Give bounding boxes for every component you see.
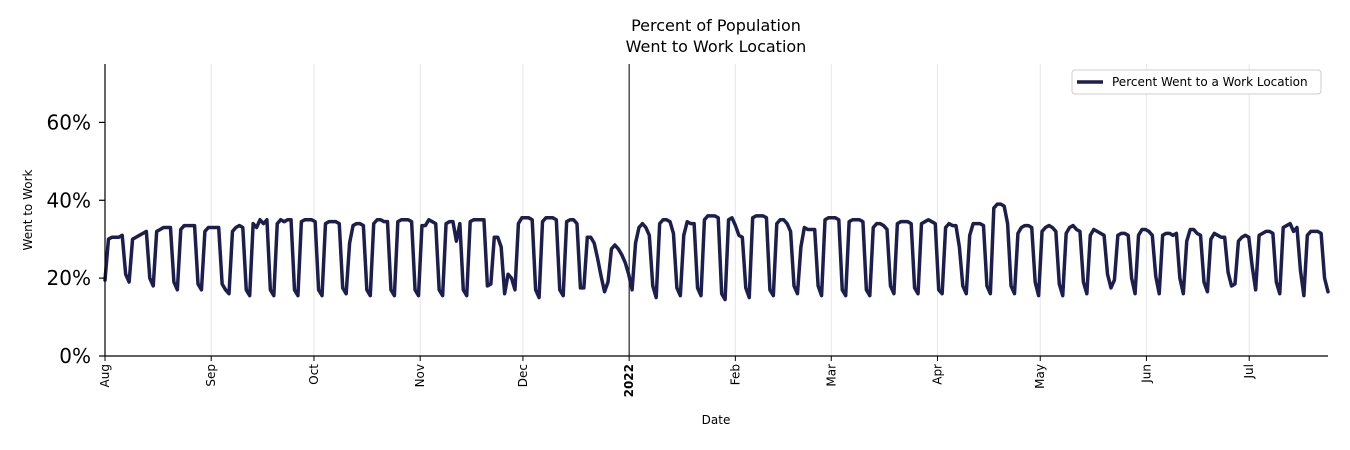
x-tick-label: Dec — [516, 364, 530, 387]
legend: Percent Went to a Work Location — [1071, 69, 1322, 95]
y-axis-label: Went to Work — [21, 169, 35, 250]
x-tick-label: Sep — [204, 364, 218, 387]
y-tick-label: 20% — [47, 266, 91, 290]
x-tick-label: Feb — [728, 364, 742, 385]
legend-label: Percent Went to a Work Location — [1112, 75, 1308, 89]
x-tick-label: Aug — [98, 364, 112, 387]
x-tick-label: May — [1033, 364, 1047, 389]
x-ticks: Aug Sep Oct Nov Dec 2022 Feb Mar Apr May Jun Jul — [98, 356, 1256, 397]
x-axis-label: Date — [702, 413, 731, 427]
grid-layer — [104, 64, 1250, 356]
x-tick-label: Nov — [413, 364, 427, 387]
x-tick-label: 2022 — [622, 364, 636, 397]
series-layer — [103, 202, 1330, 302]
x-tick-label: Apr — [930, 364, 944, 385]
y-tick-label: 0% — [59, 344, 91, 368]
y-tick-label: 60% — [47, 110, 91, 134]
x-tick-label: Oct — [307, 364, 321, 385]
y-tick-label: 40% — [47, 188, 91, 212]
x-tick-label: Jul — [1242, 364, 1256, 379]
axes-layer — [104, 64, 1328, 357]
legend-box — [1071, 69, 1322, 95]
y-ticks: 0% 20% 40% 60% — [47, 110, 105, 368]
chart-title: Percent of Population — [631, 16, 801, 35]
chart-subtitle: Went to Work Location — [626, 37, 807, 56]
x-tick-label: Jun — [1139, 364, 1153, 384]
x-tick-label: Mar — [824, 364, 838, 387]
series-line — [103, 202, 1330, 302]
